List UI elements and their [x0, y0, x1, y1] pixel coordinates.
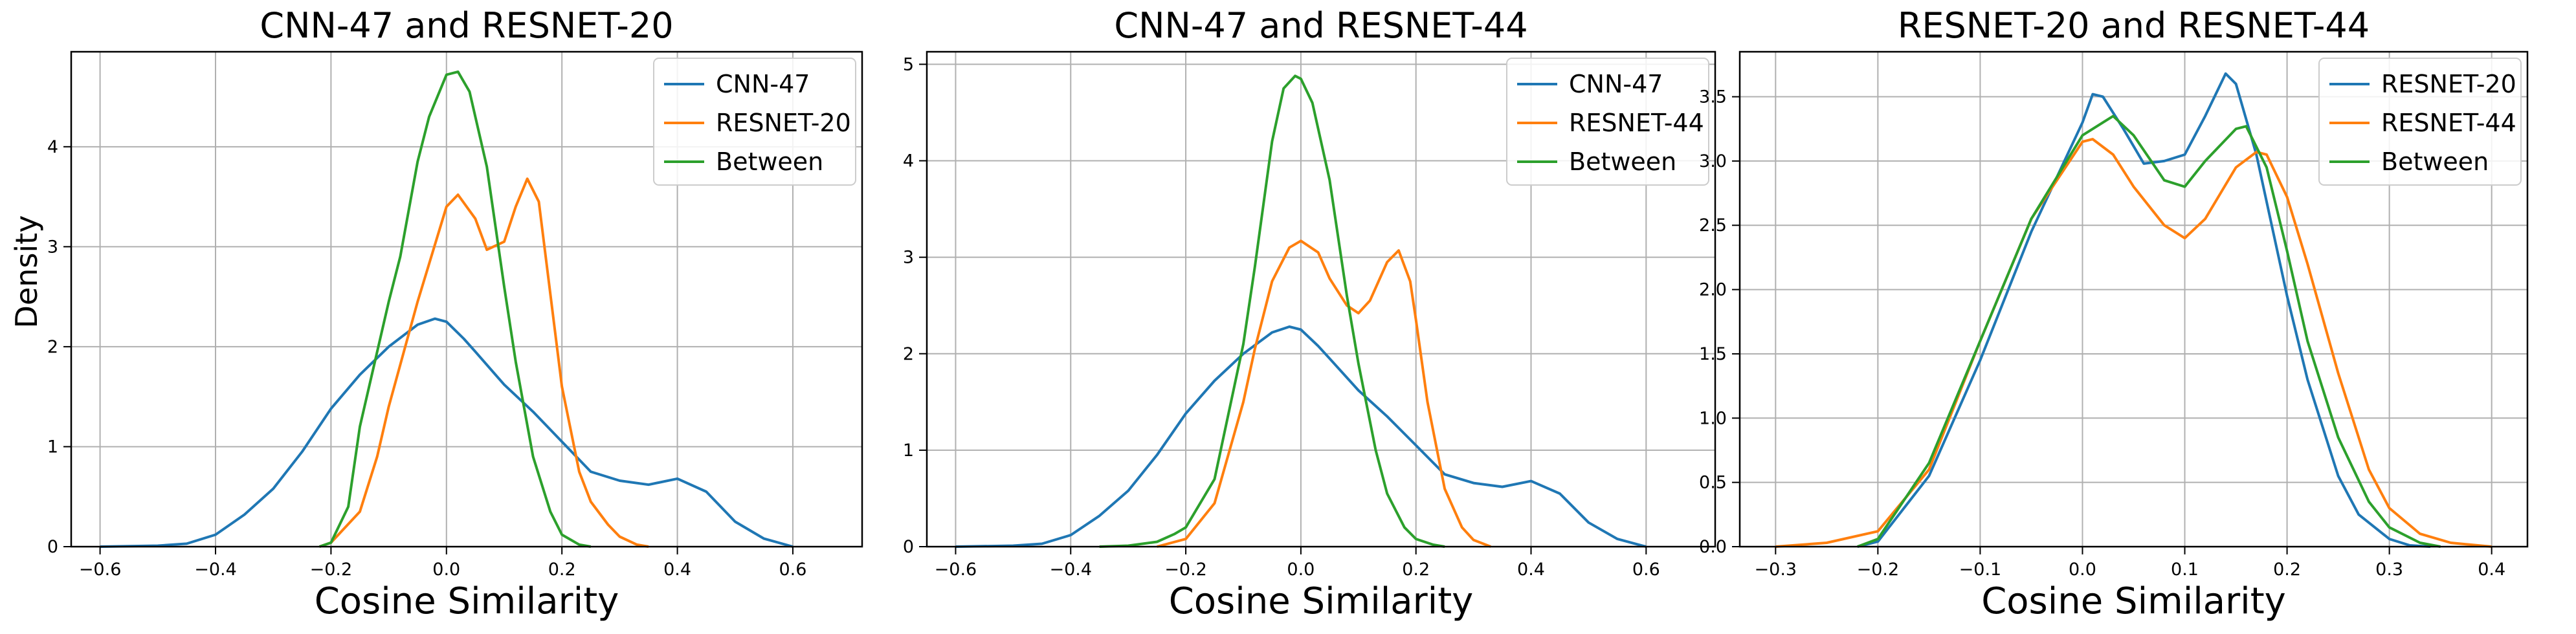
axes-frame [926, 50, 1716, 548]
x-tick-label: −0.2 [1857, 560, 1900, 580]
series-line-cnn-47 [955, 325, 1647, 548]
x-tick-label: 0.0 [1287, 560, 1315, 580]
x-axis-label: Cosine Similarity [1981, 580, 2286, 622]
x-tick-label: 0.1 [2171, 560, 2199, 580]
y-tick-label: 3.0 [1699, 151, 1727, 171]
y-tick-label: 1.5 [1699, 344, 1727, 364]
chart-panel-1: −0.6 −0.4 −0.2 0.0 0.2 0.4 0.6 0 1 2 3 4 CNN-47 and … [47, 5, 863, 622]
x-tick-label: 0.4 [1517, 560, 1545, 580]
series-line-cnn-47 [100, 317, 794, 548]
y-tick-label: 1 [903, 441, 914, 461]
legend-label: CNN-47 [716, 70, 810, 98]
x-tick-label: 0.0 [2069, 560, 2096, 580]
y-tick-label: 4 [47, 137, 58, 157]
y-tick-label: 1 [47, 437, 58, 457]
y-tick-label: 4 [903, 151, 914, 171]
axes-frame [70, 50, 863, 548]
y-tick-label: 0.0 [1699, 537, 1727, 557]
legend-label: Between [716, 148, 823, 176]
series-line-between [1857, 115, 2441, 548]
x-tick-label: 0.2 [548, 560, 576, 580]
chart-panel-2: −0.6 −0.4 −0.2 0.0 0.2 0.4 0.6 0 1 2 3 4 5 CNN-47 and… [903, 5, 1716, 622]
chart-title: CNN-47 and RESNET-44 [1114, 5, 1527, 46]
series-line-resnet-44 [1157, 239, 1492, 548]
figure-ylabel: Density [9, 215, 44, 329]
legend-label: CNN-47 [1569, 70, 1663, 98]
y-tick-label: 0 [47, 537, 58, 557]
legend-label: Between [1569, 148, 1676, 176]
x-tick-label: 0.2 [1402, 560, 1430, 580]
x-tick-label: −0.6 [79, 560, 122, 580]
y-tick-label: 2.5 [1699, 215, 1727, 235]
y-tick-label: 1.0 [1699, 408, 1727, 428]
y-tick-label: 0.5 [1699, 473, 1727, 493]
legend-label: RESNET-20 [2381, 70, 2516, 98]
x-tick-label: 0.2 [2273, 560, 2301, 580]
axes-frame [1738, 50, 2529, 548]
x-tick-label: 0.6 [1632, 560, 1660, 580]
series-line-between [318, 70, 592, 548]
x-tick-label: −0.2 [310, 560, 353, 580]
chart-title: CNN-47 and RESNET-20 [260, 5, 673, 46]
series-line-between [1099, 74, 1445, 548]
y-tick-label: 2 [47, 337, 58, 357]
y-tick-label: 5 [903, 54, 914, 74]
y-tick-label: 2.0 [1699, 280, 1727, 300]
y-tick-label: 3.5 [1699, 87, 1727, 107]
x-axis-label: Cosine Similarity [315, 580, 619, 622]
chart-title: RESNET-20 and RESNET-44 [1898, 5, 2370, 46]
series-line-resnet-20 [1857, 72, 2431, 548]
chart-panel-3: −0.3 −0.2 −0.1 0.0 0.1 0.2 0.3 0.4 0.0 0.5 1.0 1.5 2… [1699, 5, 2529, 622]
legend-box [2318, 58, 2522, 186]
x-tick-label: −0.2 [1164, 560, 1207, 580]
y-tick-label: 3 [903, 248, 914, 268]
legend-label: RESNET-20 [716, 109, 851, 137]
y-tick-label: 3 [47, 237, 58, 257]
legend-box [653, 58, 856, 186]
x-tick-label: −0.6 [935, 560, 977, 580]
x-tick-label: −0.4 [1049, 560, 1092, 580]
x-tick-label: 0.4 [663, 560, 691, 580]
x-tick-label: 0.3 [2375, 560, 2403, 580]
x-tick-label: 0.0 [432, 560, 460, 580]
y-tick-label: 2 [903, 344, 914, 364]
series-line-resnet-20 [318, 177, 649, 548]
legend-label: RESNET-44 [2381, 109, 2516, 137]
legend-label: RESNET-44 [1569, 109, 1704, 137]
x-tick-label: −0.1 [1959, 560, 2002, 580]
x-tick-label: 0.6 [779, 560, 806, 580]
x-tick-label: −0.3 [1755, 560, 1797, 580]
x-axis-label: Cosine Similarity [1169, 580, 1474, 622]
y-tick-label: 0 [903, 537, 914, 557]
x-tick-label: −0.4 [194, 560, 237, 580]
legend-box [1506, 58, 1709, 186]
legend-label: Between [2381, 148, 2489, 176]
x-tick-label: 0.4 [2478, 560, 2505, 580]
